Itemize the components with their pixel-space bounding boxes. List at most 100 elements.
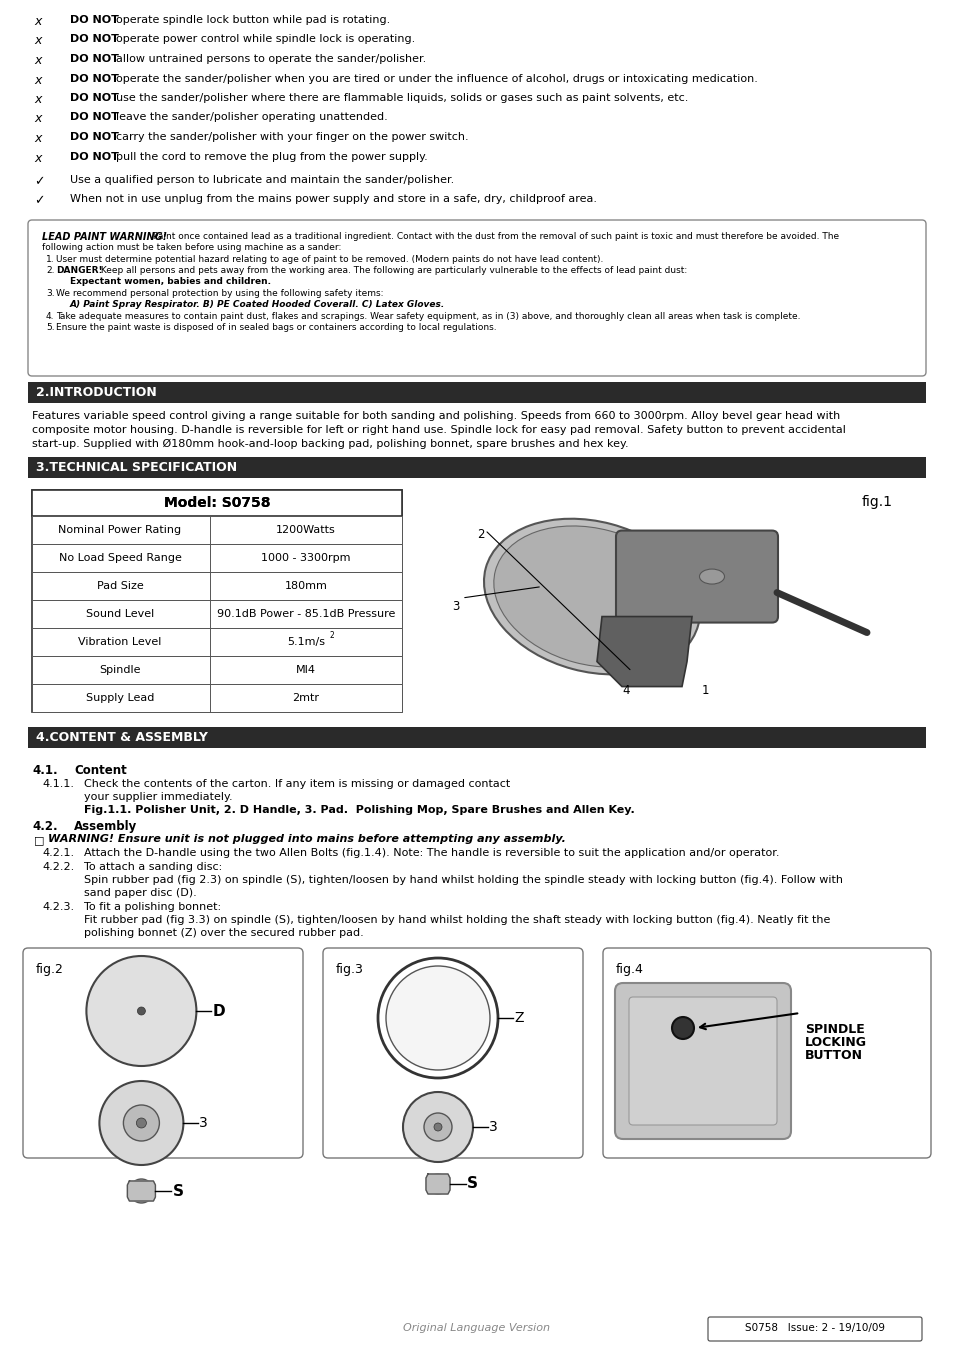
Text: fig.1: fig.1 <box>862 495 892 509</box>
Text: 4.1.1.: 4.1.1. <box>42 779 74 788</box>
Text: DO NOT: DO NOT <box>70 73 119 84</box>
Text: Ensure the paint waste is disposed of in sealed bags or containers according to : Ensure the paint waste is disposed of in… <box>56 323 497 332</box>
Ellipse shape <box>699 570 723 585</box>
Text: Pad Size: Pad Size <box>96 580 143 591</box>
FancyBboxPatch shape <box>323 948 582 1158</box>
Text: 3.: 3. <box>46 289 54 298</box>
Text: Use a qualified person to lubricate and maintain the sander/polisher.: Use a qualified person to lubricate and … <box>70 176 454 185</box>
Text: LEAD PAINT WARNING!: LEAD PAINT WARNING! <box>42 232 167 242</box>
FancyBboxPatch shape <box>616 531 778 622</box>
Text: 3: 3 <box>452 599 459 613</box>
Text: x: x <box>34 15 41 28</box>
Text: SPINDLE: SPINDLE <box>804 1023 864 1035</box>
Text: Vibration Level: Vibration Level <box>78 637 161 647</box>
Text: Spindle: Spindle <box>99 666 141 675</box>
Text: MI4: MI4 <box>295 666 315 675</box>
Circle shape <box>423 1112 452 1141</box>
Circle shape <box>428 1174 448 1193</box>
Text: 4.2.: 4.2. <box>32 819 57 833</box>
Text: allow untrained persons to operate the sander/polisher.: allow untrained persons to operate the s… <box>116 54 426 63</box>
Bar <box>32 572 401 599</box>
Bar <box>28 728 925 748</box>
Text: 2.: 2. <box>46 266 54 275</box>
Text: 5.1m/s: 5.1m/s <box>287 637 325 647</box>
Text: To fit a polishing bonnet:: To fit a polishing bonnet: <box>84 902 221 913</box>
Text: ✓: ✓ <box>34 194 45 208</box>
Text: 180mm: 180mm <box>284 580 327 591</box>
Text: Z: Z <box>514 1011 523 1025</box>
FancyBboxPatch shape <box>602 948 930 1158</box>
Text: 2: 2 <box>330 632 335 640</box>
Text: 4.2.3.: 4.2.3. <box>42 902 74 913</box>
Circle shape <box>386 967 490 1071</box>
Text: 4: 4 <box>621 684 629 697</box>
Text: DO NOT: DO NOT <box>70 132 119 142</box>
Text: No Load Speed Range: No Load Speed Range <box>58 554 181 563</box>
Text: BUTTON: BUTTON <box>804 1049 862 1062</box>
Text: pull the cord to remove the plug from the power supply.: pull the cord to remove the plug from th… <box>116 151 427 162</box>
Bar <box>32 628 401 656</box>
Text: DANGER!: DANGER! <box>56 266 103 275</box>
Circle shape <box>402 1092 473 1162</box>
Text: Fig.1.1. Polisher Unit, 2. D Handle, 3. Pad.  Polishing Mop, Spare Brushes and A: Fig.1.1. Polisher Unit, 2. D Handle, 3. … <box>84 805 634 815</box>
Text: x: x <box>34 73 41 86</box>
Circle shape <box>671 1017 693 1040</box>
Text: We recommend personal protection by using the following safety items:: We recommend personal protection by usin… <box>56 289 383 298</box>
Bar <box>32 516 401 544</box>
Text: When not in use unplug from the mains power supply and store in a safe, dry, chi: When not in use unplug from the mains po… <box>70 194 597 204</box>
Text: composite motor housing. D-handle is reversible for left or right hand use. Spin: composite motor housing. D-handle is rev… <box>32 425 845 435</box>
Text: 2.INTRODUCTION: 2.INTRODUCTION <box>36 386 156 400</box>
Text: operate power control while spindle lock is operating.: operate power control while spindle lock… <box>116 35 415 45</box>
Bar <box>32 490 401 516</box>
Text: Supply Lead: Supply Lead <box>86 693 154 703</box>
Bar <box>28 382 925 404</box>
Text: 1: 1 <box>701 684 709 697</box>
Text: Assembly: Assembly <box>74 819 137 833</box>
Text: x: x <box>34 112 41 126</box>
Text: Take adequate measures to contain paint dust, flakes and scrapings. Wear safety : Take adequate measures to contain paint … <box>56 312 800 321</box>
Polygon shape <box>128 1181 155 1202</box>
Text: 90.1dB Power - 85.1dB Pressure: 90.1dB Power - 85.1dB Pressure <box>216 609 395 620</box>
Text: use the sander/polisher where there are flammable liquids, solids or gases such : use the sander/polisher where there are … <box>116 93 688 103</box>
Text: DO NOT: DO NOT <box>70 15 119 26</box>
Text: S0758   Issue: 2 - 19/10/09: S0758 Issue: 2 - 19/10/09 <box>744 1323 884 1332</box>
Text: 1200Watts: 1200Watts <box>275 525 335 535</box>
Bar <box>32 544 401 572</box>
Text: fig.2: fig.2 <box>36 963 64 976</box>
FancyBboxPatch shape <box>23 948 303 1158</box>
Text: LOCKING: LOCKING <box>804 1035 866 1049</box>
Text: leave the sander/polisher operating unattended.: leave the sander/polisher operating unat… <box>116 112 387 123</box>
Text: Model: S0758: Model: S0758 <box>164 495 270 510</box>
Text: fig.4: fig.4 <box>616 963 643 976</box>
FancyBboxPatch shape <box>628 998 776 1125</box>
Circle shape <box>99 1081 183 1165</box>
Text: x: x <box>34 151 41 165</box>
Text: Model: S0758: Model: S0758 <box>164 495 270 510</box>
Text: Check the contents of the carton. If any item is missing or damaged contact: Check the contents of the carton. If any… <box>84 779 510 788</box>
Text: 4.CONTENT & ASSEMBLY: 4.CONTENT & ASSEMBLY <box>36 730 208 744</box>
Circle shape <box>87 956 196 1066</box>
Text: 3: 3 <box>199 1116 208 1130</box>
Circle shape <box>137 1007 145 1015</box>
FancyBboxPatch shape <box>615 983 790 1139</box>
Circle shape <box>136 1118 146 1129</box>
Text: 4.: 4. <box>46 312 54 321</box>
Bar <box>32 656 401 684</box>
Text: To attach a sanding disc:: To attach a sanding disc: <box>84 863 222 872</box>
Text: Attach the D-handle using the two Allen Bolts (fig.1.4). Note: The handle is rev: Attach the D-handle using the two Allen … <box>84 848 779 859</box>
Text: following action must be taken before using machine as a sander:: following action must be taken before us… <box>42 243 341 252</box>
Text: start-up. Supplied with Ø180mm hook-and-loop backing pad, polishing bonnet, spar: start-up. Supplied with Ø180mm hook-and-… <box>32 439 628 450</box>
Text: Original Language Version: Original Language Version <box>403 1323 550 1332</box>
Text: 1000 - 3300rpm: 1000 - 3300rpm <box>261 554 351 563</box>
Text: sand paper disc (D).: sand paper disc (D). <box>84 888 196 898</box>
Text: x: x <box>34 35 41 47</box>
Text: DO NOT: DO NOT <box>70 112 119 123</box>
Text: User must determine potential hazard relating to age of paint to be removed. (Mo: User must determine potential hazard rel… <box>56 255 602 265</box>
Text: operate the sander/polisher when you are tired or under the influence of alcohol: operate the sander/polisher when you are… <box>116 73 757 84</box>
Text: DO NOT: DO NOT <box>70 151 119 162</box>
Text: 3.TECHNICAL SPECIFICATION: 3.TECHNICAL SPECIFICATION <box>36 460 237 474</box>
Bar <box>32 490 401 711</box>
Ellipse shape <box>483 518 700 675</box>
Text: D: D <box>213 1003 225 1018</box>
Text: S: S <box>467 1176 477 1192</box>
